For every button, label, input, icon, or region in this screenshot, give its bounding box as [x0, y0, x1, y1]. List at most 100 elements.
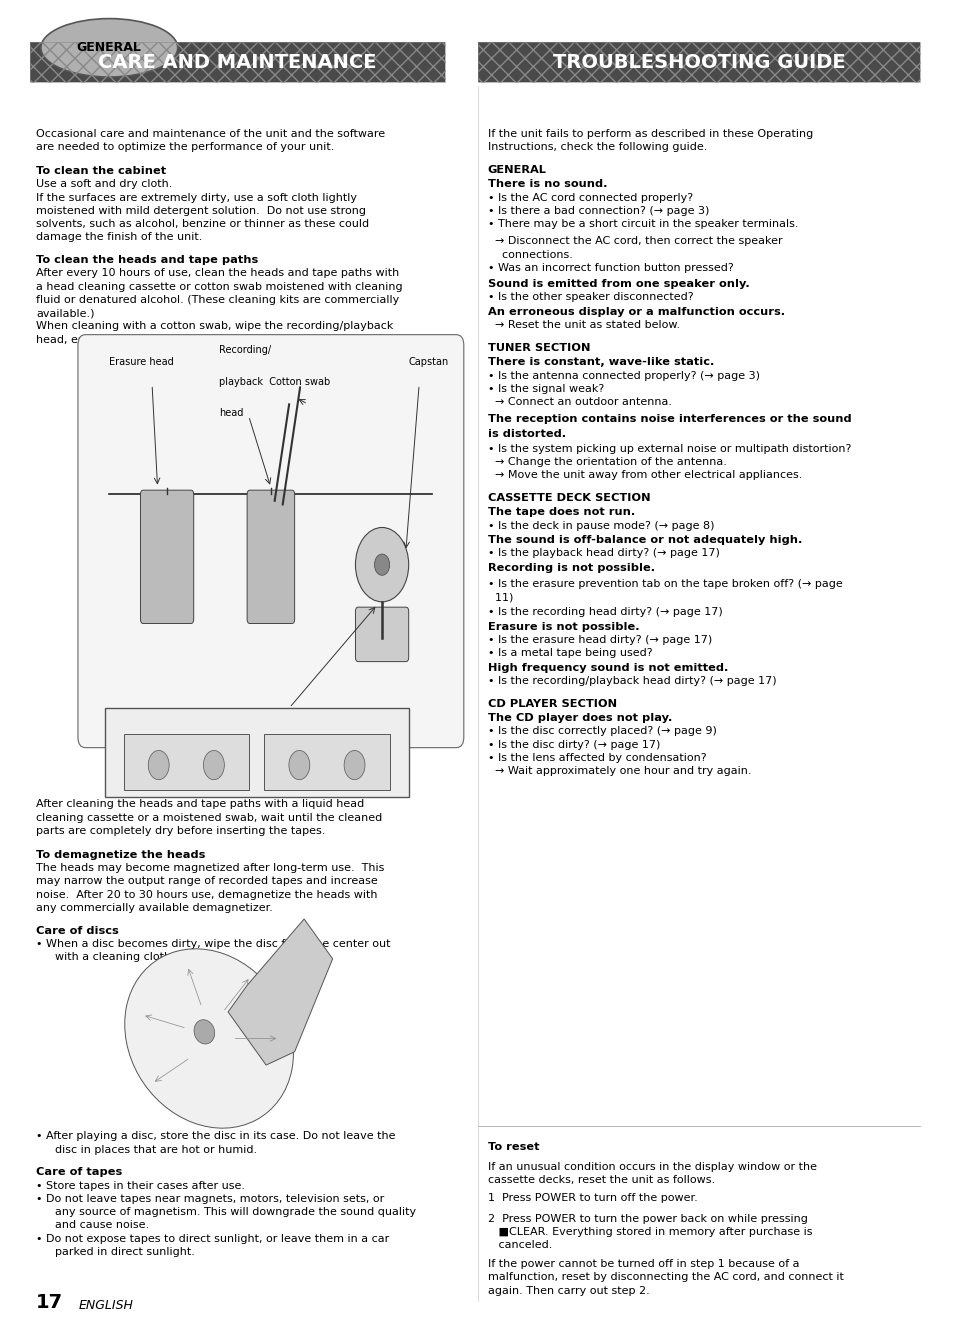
- Text: and cause noise.: and cause noise.: [55, 1220, 149, 1231]
- Text: are needed to optimize the performance of your unit.: are needed to optimize the performance o…: [36, 142, 335, 153]
- Text: solvents, such as alcohol, benzine or thinner as these could: solvents, such as alcohol, benzine or th…: [36, 219, 369, 230]
- Text: parts are completely dry before inserting the tapes.: parts are completely dry before insertin…: [36, 826, 325, 837]
- Text: To demagnetize the heads: To demagnetize the heads: [36, 850, 205, 861]
- Text: • Is the deck in pause mode? (→ page 8): • Is the deck in pause mode? (→ page 8): [487, 521, 714, 531]
- Text: After every 10 hours of use, clean the heads and tape paths with: After every 10 hours of use, clean the h…: [36, 268, 399, 279]
- Text: playback  Cotton swab: playback Cotton swab: [219, 377, 330, 386]
- Text: • Is the system picking up external noise or multipath distortion?: • Is the system picking up external nois…: [487, 444, 850, 454]
- Text: • Is the AC cord connected properly?: • Is the AC cord connected properly?: [487, 193, 692, 203]
- Text: again. Then carry out step 2.: again. Then carry out step 2.: [487, 1286, 649, 1296]
- Text: If the power cannot be turned off in step 1 because of a: If the power cannot be turned off in ste…: [487, 1259, 799, 1270]
- Text: An erroneous display or a malfunction occurs.: An erroneous display or a malfunction oc…: [487, 307, 784, 317]
- FancyBboxPatch shape: [247, 490, 294, 624]
- Text: If an unusual condition occurs in the display window or the: If an unusual condition occurs in the di…: [487, 1162, 816, 1173]
- Text: disc in places that are hot or humid.: disc in places that are hot or humid.: [55, 1145, 257, 1155]
- Text: ■CLEAR. Everything stored in memory after purchase is: ■CLEAR. Everything stored in memory afte…: [487, 1227, 811, 1238]
- Text: 2  Press POWER to turn the power back on while pressing: 2 Press POWER to turn the power back on …: [487, 1214, 806, 1224]
- Text: • Is the erasure prevention tab on the tape broken off? (→ page: • Is the erasure prevention tab on the t…: [487, 579, 841, 590]
- Text: → Disconnect the AC cord, then correct the speaker: → Disconnect the AC cord, then correct t…: [487, 236, 781, 247]
- Text: • When a disc becomes dirty, wipe the disc from the center out: • When a disc becomes dirty, wipe the di…: [36, 939, 390, 950]
- Text: with a cleaning cloth.: with a cleaning cloth.: [55, 952, 174, 963]
- Text: head, erasure head (Deck 1 only), capstans, and pinchrollers.: head, erasure head (Deck 1 only), capsta…: [36, 335, 380, 345]
- Text: • Is the lens affected by condensation?: • Is the lens affected by condensation?: [487, 753, 705, 764]
- Ellipse shape: [41, 19, 177, 77]
- Text: To reset: To reset: [487, 1142, 538, 1153]
- Text: TUNER SECTION: TUNER SECTION: [487, 343, 590, 353]
- Text: parked in direct sunlight.: parked in direct sunlight.: [55, 1247, 194, 1258]
- Text: cleaning cassette or a moistened swab, wait until the cleaned: cleaning cassette or a moistened swab, w…: [36, 813, 382, 823]
- Text: → Change the orientation of the antenna.: → Change the orientation of the antenna.: [487, 457, 725, 467]
- Text: • Store tapes in their cases after use.: • Store tapes in their cases after use.: [36, 1181, 245, 1191]
- Text: moistened with mild detergent solution.  Do not use strong: moistened with mild detergent solution. …: [36, 206, 366, 216]
- Circle shape: [148, 750, 169, 780]
- Polygon shape: [228, 919, 333, 1065]
- FancyBboxPatch shape: [105, 708, 408, 797]
- Text: There is no sound.: There is no sound.: [487, 179, 606, 190]
- Text: → Move the unit away from other electrical appliances.: → Move the unit away from other electric…: [487, 470, 801, 481]
- FancyBboxPatch shape: [124, 734, 249, 790]
- Text: CASSETTE DECK SECTION: CASSETTE DECK SECTION: [487, 493, 650, 503]
- Text: The sound is off-balance or not adequately high.: The sound is off-balance or not adequate…: [487, 535, 801, 546]
- Text: To clean the heads and tape paths: To clean the heads and tape paths: [36, 255, 258, 266]
- Text: malfunction, reset by disconnecting the AC cord, and connect it: malfunction, reset by disconnecting the …: [487, 1272, 842, 1283]
- Text: • Is the disc dirty? (→ page 17): • Is the disc dirty? (→ page 17): [487, 740, 659, 750]
- Text: Instructions, check the following guide.: Instructions, check the following guide.: [487, 142, 706, 153]
- Text: • Is a metal tape being used?: • Is a metal tape being used?: [487, 648, 652, 659]
- Text: is distorted.: is distorted.: [487, 429, 565, 440]
- Text: • Was an incorrect function button pressed?: • Was an incorrect function button press…: [487, 263, 733, 274]
- Ellipse shape: [125, 948, 294, 1129]
- FancyBboxPatch shape: [477, 42, 919, 82]
- Text: The CD player does not play.: The CD player does not play.: [487, 713, 671, 724]
- Circle shape: [355, 527, 408, 602]
- Text: • There may be a short circuit in the speaker terminals.: • There may be a short circuit in the sp…: [487, 219, 798, 230]
- Text: Capstan: Capstan: [408, 357, 448, 367]
- FancyBboxPatch shape: [140, 490, 193, 624]
- Text: • Is the antenna connected properly? (→ page 3): • Is the antenna connected properly? (→ …: [487, 371, 759, 381]
- Text: • Is the playback head dirty? (→ page 17): • Is the playback head dirty? (→ page 17…: [487, 548, 719, 559]
- Text: → Connect an outdoor antenna.: → Connect an outdoor antenna.: [487, 397, 671, 408]
- Text: → Wait approximately one hour and try again.: → Wait approximately one hour and try ag…: [487, 766, 750, 777]
- Text: → Reset the unit as stated below.: → Reset the unit as stated below.: [487, 320, 679, 331]
- Text: • Is the other speaker disconnected?: • Is the other speaker disconnected?: [487, 292, 693, 303]
- Text: • Do not leave tapes near magnets, motors, television sets, or: • Do not leave tapes near magnets, motor…: [36, 1194, 384, 1204]
- Text: Erasure is not possible.: Erasure is not possible.: [487, 622, 639, 632]
- Text: To clean the cabinet: To clean the cabinet: [36, 166, 166, 177]
- Text: • Is the recording head dirty? (→ page 17): • Is the recording head dirty? (→ page 1…: [487, 607, 721, 618]
- Text: Care of discs: Care of discs: [36, 926, 119, 936]
- Text: damage the finish of the unit.: damage the finish of the unit.: [36, 232, 202, 243]
- Text: • After playing a disc, store the disc in its case. Do not leave the: • After playing a disc, store the disc i…: [36, 1131, 395, 1142]
- Text: GENERAL: GENERAL: [487, 165, 546, 175]
- Text: ENGLISH: ENGLISH: [79, 1299, 133, 1312]
- Text: Erasure head: Erasure head: [110, 357, 173, 367]
- Text: • Do not expose tapes to direct sunlight, or leave them in a car: • Do not expose tapes to direct sunlight…: [36, 1234, 389, 1244]
- Text: • Is the signal weak?: • Is the signal weak?: [487, 384, 603, 394]
- Text: Occasional care and maintenance of the unit and the software: Occasional care and maintenance of the u…: [36, 129, 385, 139]
- Text: connections.: connections.: [487, 250, 572, 260]
- Text: may narrow the output range of recorded tapes and increase: may narrow the output range of recorded …: [36, 876, 377, 887]
- Text: High frequency sound is not emitted.: High frequency sound is not emitted.: [487, 663, 727, 673]
- FancyBboxPatch shape: [30, 42, 444, 82]
- Text: fluid or denatured alcohol. (These cleaning kits are commercially: fluid or denatured alcohol. (These clean…: [36, 295, 399, 305]
- Text: Care of tapes: Care of tapes: [36, 1167, 122, 1178]
- Text: noise.  After 20 to 30 hours use, demagnetize the heads with: noise. After 20 to 30 hours use, demagne…: [36, 890, 377, 900]
- Circle shape: [203, 750, 224, 780]
- Text: Pinchroller: Pinchroller: [253, 713, 303, 724]
- Text: The heads may become magnetized after long-term use.  This: The heads may become magnetized after lo…: [36, 863, 384, 874]
- Text: If the unit fails to perform as described in these Operating: If the unit fails to perform as describe…: [487, 129, 812, 139]
- Text: • Is the erasure head dirty? (→ page 17): • Is the erasure head dirty? (→ page 17): [487, 635, 711, 645]
- Text: 11): 11): [487, 592, 513, 603]
- Text: Recording/: Recording/: [219, 345, 271, 356]
- Ellipse shape: [193, 1020, 214, 1044]
- Text: When cleaning with a cotton swab, wipe the recording/playback: When cleaning with a cotton swab, wipe t…: [36, 321, 393, 332]
- Text: any source of magnetism. This will downgrade the sound quality: any source of magnetism. This will downg…: [55, 1207, 416, 1218]
- Text: • Is the recording/playback head dirty? (→ page 17): • Is the recording/playback head dirty? …: [487, 676, 776, 687]
- Text: There is constant, wave-like static.: There is constant, wave-like static.: [487, 357, 713, 368]
- Text: The reception contains noise interferences or the sound: The reception contains noise interferenc…: [487, 414, 850, 425]
- Text: • Is there a bad connection? (→ page 3): • Is there a bad connection? (→ page 3): [487, 206, 708, 216]
- Text: Recording is not possible.: Recording is not possible.: [487, 563, 654, 574]
- FancyBboxPatch shape: [78, 335, 463, 748]
- Text: 1  Press POWER to turn off the power.: 1 Press POWER to turn off the power.: [487, 1193, 697, 1203]
- Text: Use a soft and dry cloth.: Use a soft and dry cloth.: [36, 179, 172, 190]
- FancyBboxPatch shape: [264, 734, 389, 790]
- Circle shape: [344, 750, 365, 780]
